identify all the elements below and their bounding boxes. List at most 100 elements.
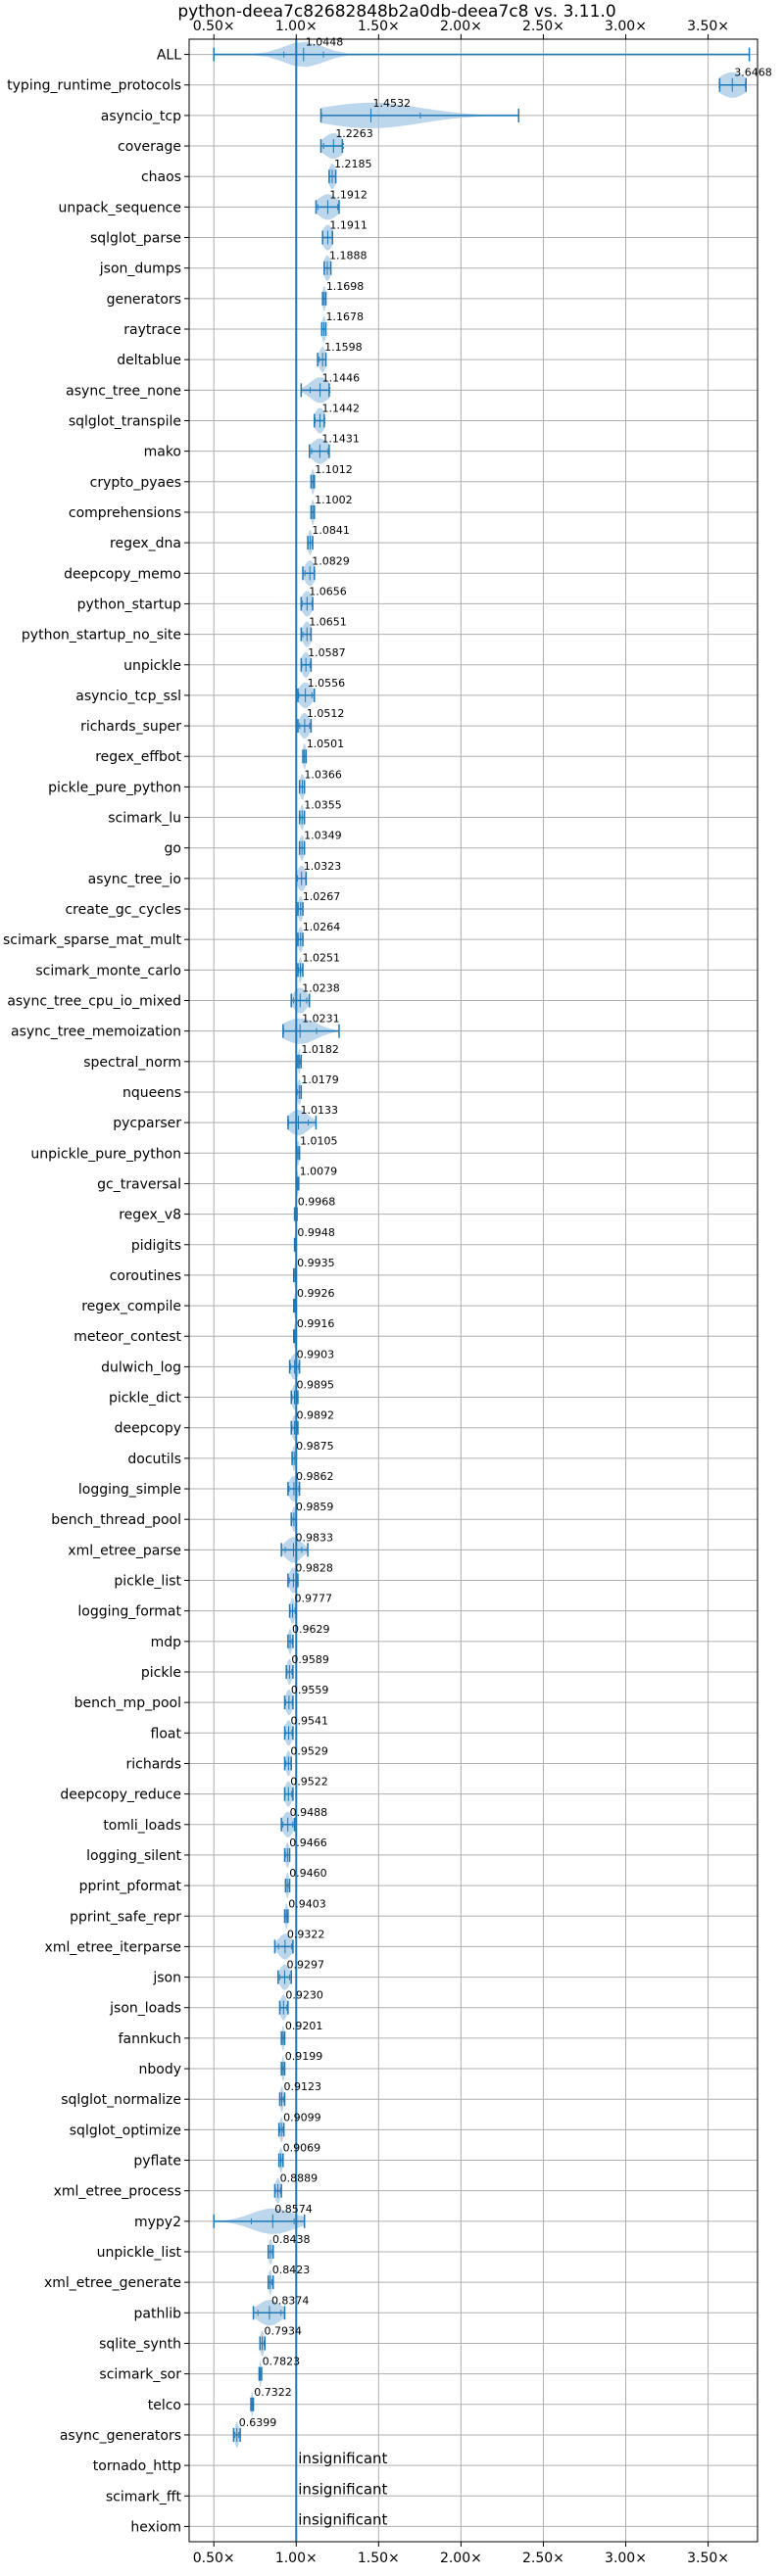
value-label: 0.9522 bbox=[290, 1776, 328, 1789]
x-tick-label-bottom: 0.50× bbox=[193, 2551, 235, 2566]
violin-async_tree_io bbox=[295, 865, 308, 891]
violin-asyncio_tcp_ssl bbox=[297, 682, 316, 708]
value-label: 1.1678 bbox=[325, 310, 364, 323]
value-label: 3.6468 bbox=[734, 67, 772, 79]
x-tick-label-bottom: 2.50× bbox=[522, 2551, 564, 2566]
category-label: create_gc_cycles bbox=[65, 902, 181, 918]
category-label: unpickle_pure_python bbox=[30, 1146, 181, 1162]
violin-scimark_sparse_mat_mult bbox=[297, 927, 304, 953]
category-label: tornado_http bbox=[93, 2458, 181, 2474]
value-label: 1.1002 bbox=[315, 494, 353, 506]
category-label: scimark_fft bbox=[106, 2489, 182, 2504]
category-label: scimark_lu bbox=[108, 811, 181, 827]
violin-pathlib bbox=[252, 2300, 286, 2326]
category-label: scimark_monte_carlo bbox=[35, 963, 181, 978]
value-label: 1.0556 bbox=[308, 677, 346, 690]
value-label: 0.7823 bbox=[263, 2356, 301, 2368]
violin-async_generators bbox=[232, 2421, 241, 2448]
violin-pickle bbox=[285, 1658, 294, 1686]
category-label: python_startup_no_site bbox=[22, 628, 181, 644]
x-tick-label-bottom: 3.00× bbox=[605, 2551, 647, 2566]
value-label: 1.0512 bbox=[307, 707, 345, 720]
value-label: 1.0587 bbox=[308, 646, 346, 659]
value-label: 0.9862 bbox=[296, 1470, 334, 1483]
violin-python_startup_no_site bbox=[300, 621, 313, 647]
category-label: regex_compile bbox=[81, 1299, 181, 1314]
value-label: 0.7934 bbox=[265, 2324, 303, 2337]
category-label: ALL bbox=[157, 48, 181, 64]
violin-pprint_safe_repr bbox=[283, 1903, 289, 1930]
violin-sqlite_synth bbox=[259, 2330, 267, 2357]
category-label: nbody bbox=[139, 2062, 182, 2077]
value-label: 0.8574 bbox=[274, 2203, 313, 2216]
category-label: logging_format bbox=[77, 1604, 181, 1620]
violin-unpickle bbox=[300, 651, 313, 678]
x-tick-label-top: 2.00× bbox=[440, 19, 482, 34]
violin-async_tree_none bbox=[300, 377, 331, 404]
violin-json_dumps bbox=[323, 255, 332, 281]
category-label: deepcopy bbox=[115, 1421, 181, 1437]
category-label: gc_traversal bbox=[97, 1176, 181, 1192]
category-label: bench_thread_pool bbox=[51, 1512, 181, 1528]
category-label: asyncio_tcp_ssl bbox=[75, 689, 181, 704]
category-label: chaos bbox=[141, 169, 181, 185]
violin-regex_dna bbox=[307, 530, 314, 556]
value-label: 0.9559 bbox=[291, 1684, 329, 1696]
category-label: logging_simple bbox=[78, 1482, 181, 1498]
category-label: pprint_pformat bbox=[79, 1879, 182, 1894]
value-label: 1.0651 bbox=[309, 616, 347, 629]
violin-crypto_pyaes bbox=[310, 468, 316, 495]
violin-pyflate bbox=[277, 2147, 284, 2173]
value-label: 0.9948 bbox=[297, 1226, 335, 1239]
category-label: typing_runtime_protocols bbox=[7, 78, 181, 94]
value-label: 1.0251 bbox=[302, 951, 340, 964]
violin-deepcopy_reduce bbox=[283, 1781, 294, 1807]
value-label: 0.9541 bbox=[291, 1714, 329, 1727]
x-tick-label-top: 3.50× bbox=[687, 19, 729, 34]
category-label: xml_etree_process bbox=[54, 2184, 181, 2200]
violin-mdp bbox=[287, 1628, 294, 1654]
value-label: 0.9875 bbox=[296, 1440, 334, 1453]
category-label: docutils bbox=[127, 1452, 181, 1467]
category-label: mdp bbox=[151, 1635, 182, 1650]
category-label: deepcopy_reduce bbox=[60, 1788, 181, 1803]
value-label: 0.9895 bbox=[297, 1379, 335, 1392]
value-label: 0.8889 bbox=[280, 2172, 318, 2185]
category-label: unpickle bbox=[123, 658, 181, 674]
value-label: 0.9916 bbox=[297, 1317, 335, 1330]
x-tick-label-bottom: 1.00× bbox=[275, 2551, 318, 2566]
violin-richards_super bbox=[297, 713, 313, 739]
violin-scimark_lu bbox=[298, 804, 306, 831]
violin-sqlglot_transpile bbox=[314, 407, 326, 434]
value-label: 1.0267 bbox=[303, 890, 341, 903]
insignificant-label: insignificant bbox=[298, 2450, 387, 2467]
category-label: comprehensions bbox=[69, 505, 181, 521]
category-label: telco bbox=[148, 2398, 181, 2413]
category-label: float bbox=[151, 1726, 182, 1741]
category-label: dulwich_log bbox=[101, 1360, 181, 1375]
value-label: 0.9403 bbox=[288, 1897, 326, 1910]
value-label: 1.1012 bbox=[315, 463, 353, 476]
value-label: 1.0133 bbox=[301, 1104, 339, 1117]
value-label: 1.0323 bbox=[304, 860, 342, 873]
value-label: 1.1888 bbox=[329, 250, 368, 262]
category-label: regex_effbot bbox=[95, 749, 181, 765]
category-label: pathlib bbox=[134, 2306, 182, 2321]
value-label: 1.0829 bbox=[312, 554, 350, 567]
x-tick-label-bottom: 2.00× bbox=[440, 2551, 482, 2566]
value-label: 1.2185 bbox=[334, 158, 372, 170]
category-label: raytrace bbox=[123, 322, 181, 338]
category-label: pickle bbox=[141, 1665, 181, 1681]
violin-pycparser bbox=[287, 1110, 318, 1136]
value-label: 0.8374 bbox=[271, 2294, 310, 2307]
value-label: 0.7322 bbox=[254, 2386, 292, 2399]
value-label: 0.9629 bbox=[292, 1623, 330, 1636]
category-label: pycparser bbox=[113, 1116, 181, 1131]
value-label: 1.0349 bbox=[304, 830, 342, 842]
violin-tomli_loads bbox=[280, 1811, 296, 1837]
category-label: mako bbox=[144, 445, 181, 460]
category-label: sqlglot_normalize bbox=[61, 2092, 181, 2108]
x-tick-label-top: 2.50× bbox=[522, 19, 564, 34]
violin-deepcopy_memo bbox=[302, 560, 316, 587]
